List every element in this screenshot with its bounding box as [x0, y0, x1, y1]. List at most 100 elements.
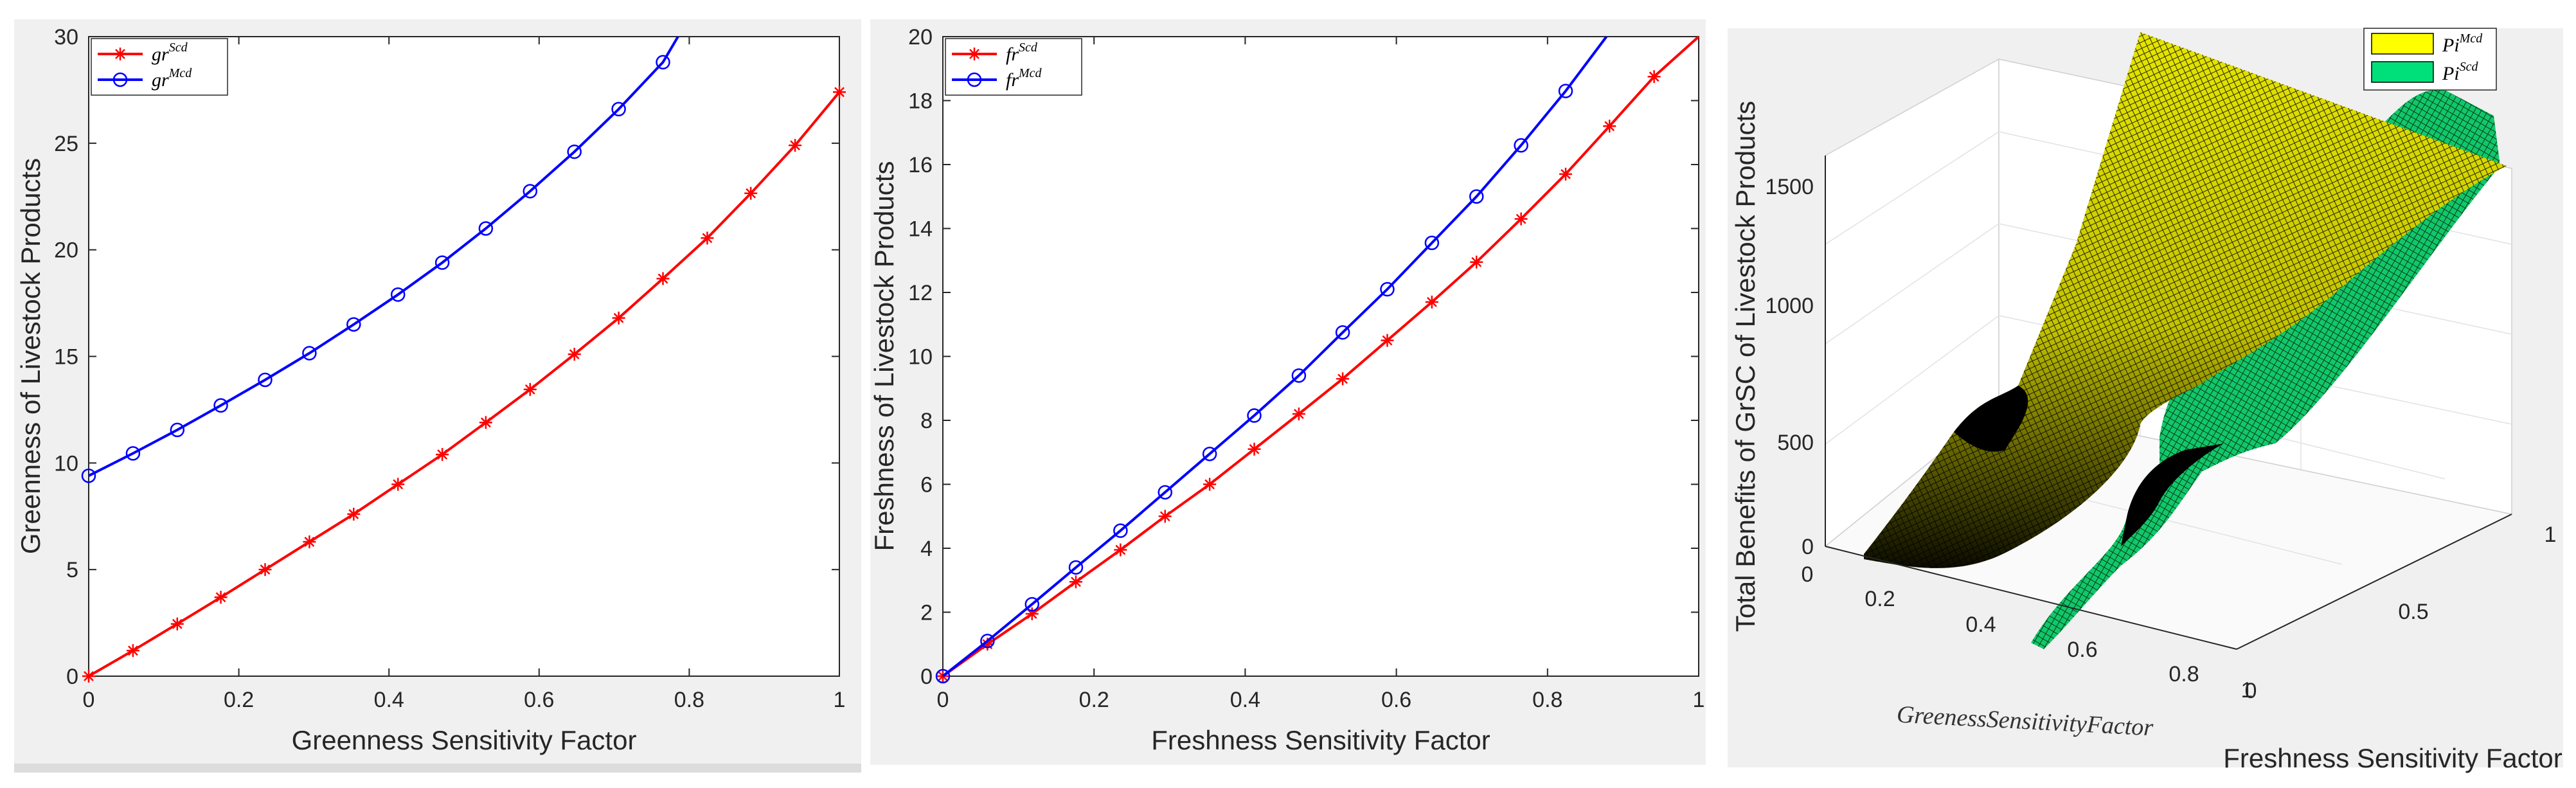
- data-point: [1114, 543, 1127, 557]
- data-point: [1291, 368, 1307, 383]
- y-tick-label: 14: [908, 217, 933, 242]
- y-tick-label: 4: [920, 537, 933, 561]
- chart-panel-1: 0 5 10 15 20 25 30 0 0.2 0.4 0.6 0.8 1 Greenness Se…: [14, 19, 861, 773]
- y-tick-label: 30: [54, 25, 78, 49]
- y-tick-label: 0: [2245, 679, 2257, 703]
- y-tick-label: 1: [2545, 523, 2557, 547]
- data-point: [170, 422, 185, 438]
- data-point: [1069, 575, 1082, 589]
- legend-label-sup: Mcd: [168, 66, 193, 80]
- z-tick-label: 500: [1777, 431, 1814, 455]
- data-point: [1158, 485, 1172, 500]
- data-point: [1158, 510, 1172, 523]
- data-point: [1425, 295, 1438, 309]
- x-tick-label: 0.4: [1965, 613, 1996, 637]
- x-tick-label: 0: [1802, 562, 1814, 587]
- legend-swatch: [2371, 61, 2434, 83]
- x-tick-label: 0.2: [1079, 688, 1109, 712]
- x-axis-3d: [1825, 546, 2237, 650]
- series-group-1: [81, 35, 846, 683]
- x-tick-label: 0: [937, 688, 949, 712]
- data-point: [744, 186, 758, 200]
- legend-label-sup: Mcd: [1018, 66, 1042, 80]
- data-point: [1514, 212, 1528, 226]
- data-point: [1024, 596, 1040, 612]
- data-point: [258, 563, 272, 577]
- y-tick-label: 18: [908, 89, 933, 114]
- x-tick-label: 0.8: [2169, 662, 2199, 686]
- legend-label-sup: Mcd: [2459, 31, 2483, 46]
- data-point: [303, 535, 316, 549]
- data-point: [346, 317, 361, 332]
- data-point: [434, 255, 450, 270]
- data-point: [567, 144, 582, 159]
- y-axis-3d-ticks: 0 0.5 1: [2245, 523, 2557, 703]
- y-axis-2: 0 2 4 6 8 10 12 14 16 18 20: [908, 25, 1699, 689]
- series-fr-Mcd: [935, 35, 1608, 684]
- plot-area-2: [942, 36, 1699, 677]
- x-tick-label: 1: [834, 688, 846, 712]
- legend-label-sup: Scd: [1019, 40, 1038, 55]
- data-point: [1068, 560, 1084, 575]
- x-axis-3d-ticks: 0 0.2 0.4 0.6 0.8 1: [1802, 562, 2253, 703]
- data-point: [611, 102, 626, 117]
- series-line: [88, 35, 679, 477]
- y-tick-label: 0: [66, 665, 78, 689]
- y-axis-label-3: Freshness Sensitivity Factor: [2223, 743, 2563, 773]
- data-point: [967, 72, 982, 87]
- y-tick-label: 6: [920, 473, 933, 497]
- x-tick-label: 0.8: [674, 688, 704, 712]
- chart-panel-3: 0 500 1000 1500 0 0.2 0.4 0.6 0.8 1 0 0.…: [1728, 28, 2563, 773]
- legend-entry: grScd: [98, 40, 188, 65]
- y-tick-label: 5: [66, 558, 78, 582]
- series-line: [942, 35, 1608, 677]
- data-point: [1514, 138, 1528, 153]
- data-point: [1203, 478, 1217, 491]
- plot-area-1: [88, 36, 840, 677]
- data-point: [1113, 523, 1128, 538]
- y-tick-label: 16: [908, 153, 933, 177]
- data-point: [436, 448, 449, 461]
- data-point: [968, 48, 981, 60]
- data-point: [656, 55, 670, 70]
- y-tick-label: 10: [908, 345, 933, 370]
- data-point: [213, 398, 228, 413]
- data-point: [125, 446, 141, 461]
- x-tick-label: 0.6: [524, 688, 554, 712]
- series-line: [942, 35, 1700, 677]
- data-point: [1292, 407, 1305, 421]
- data-point: [1025, 607, 1039, 620]
- data-point: [612, 311, 625, 325]
- y-tick-label: 25: [54, 132, 78, 156]
- x-tick-label: 0.4: [1230, 688, 1260, 712]
- data-point: [302, 346, 317, 361]
- z-tick-label: 1000: [1765, 294, 1814, 318]
- y-tick-label: 0: [920, 665, 933, 689]
- legend-label-sup: Scd: [2460, 60, 2479, 74]
- x-axis-label-2: Freshness Sensitivity Factor: [1151, 725, 1490, 755]
- data-point: [82, 670, 95, 683]
- y-tick-label: 8: [920, 409, 933, 433]
- x-tick-label: 0.8: [1532, 688, 1562, 712]
- data-point: [112, 72, 128, 87]
- legend-entry: grMcd: [98, 66, 192, 91]
- y-tick-label: 20: [54, 238, 78, 263]
- chart-panel-2: 0 2 4 6 8 10 12 14 16 18 20 0 0.2 0.4 0.6 0.8 1 Freshne…: [869, 19, 1706, 765]
- panel-1-scrollbar[interactable]: [14, 764, 861, 773]
- y-tick-label: 0.5: [2398, 600, 2428, 624]
- data-point: [833, 85, 846, 99]
- data-point: [1469, 189, 1484, 204]
- data-point: [523, 184, 538, 199]
- data-point: [1247, 408, 1262, 423]
- data-point: [214, 591, 228, 604]
- y-tick-label: 2: [920, 601, 933, 625]
- data-point: [114, 48, 127, 60]
- data-point: [1336, 372, 1350, 386]
- x-tick-label: 0: [83, 688, 95, 712]
- x-tick-label: 0.6: [1381, 688, 1411, 712]
- data-point: [81, 468, 96, 483]
- y-axis-label-2: Freshness of Livestock Products: [869, 161, 899, 551]
